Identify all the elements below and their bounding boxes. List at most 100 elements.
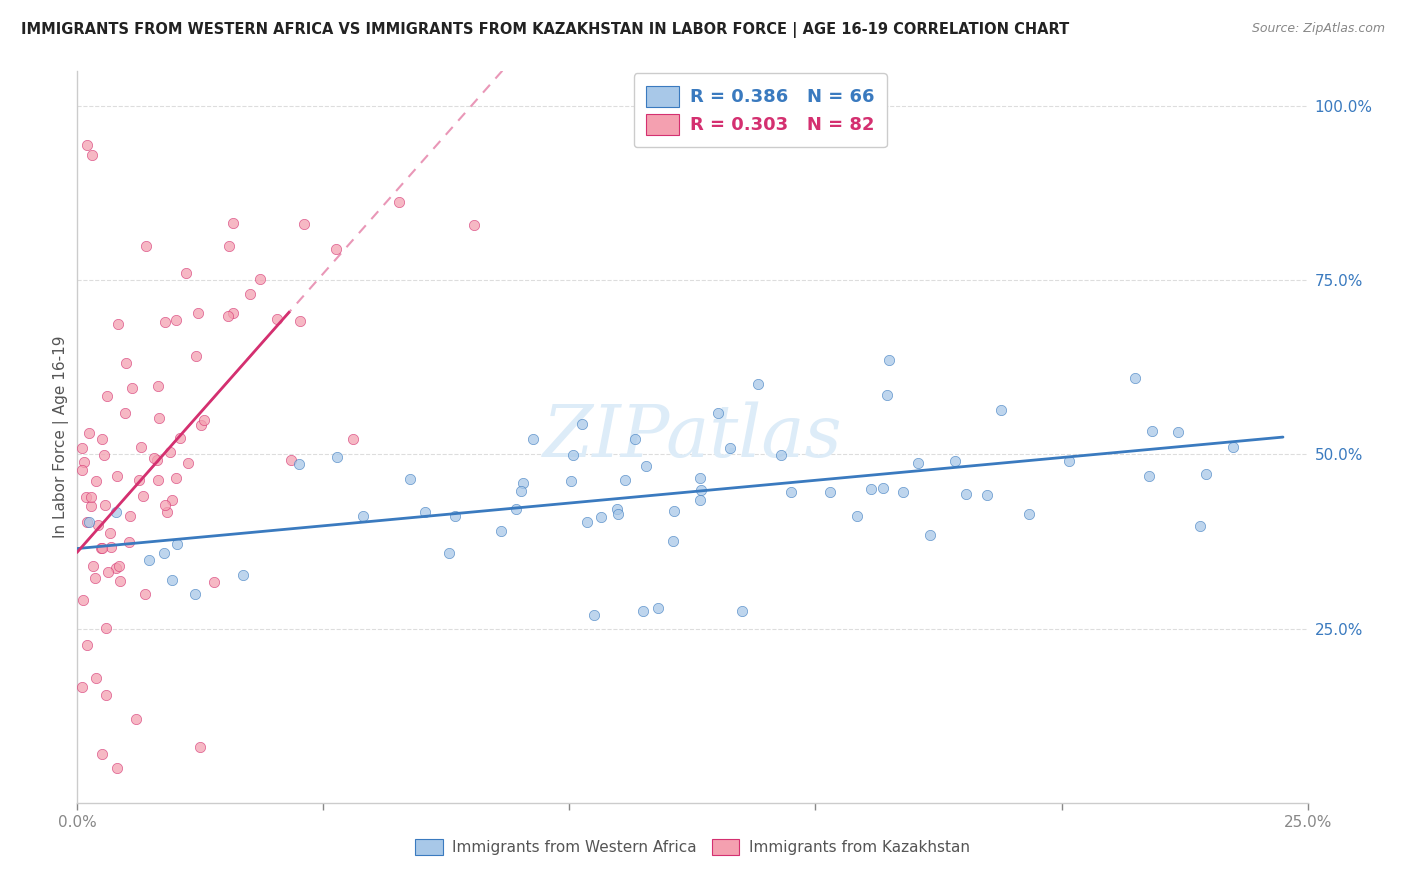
Point xyxy=(165,313,187,327)
Point xyxy=(489,524,512,538)
Point xyxy=(437,546,460,560)
Point xyxy=(232,568,254,582)
Point xyxy=(125,712,148,726)
Point xyxy=(1140,424,1163,438)
Point xyxy=(76,137,98,152)
Point xyxy=(990,402,1012,417)
Point xyxy=(633,604,655,618)
Point xyxy=(80,490,103,504)
Point xyxy=(747,376,769,391)
Point xyxy=(128,473,150,487)
Point xyxy=(1125,371,1147,385)
Point xyxy=(188,740,212,755)
Point xyxy=(94,689,117,703)
Point xyxy=(325,242,347,256)
Point xyxy=(70,442,93,456)
Point xyxy=(165,471,187,485)
Point xyxy=(326,450,349,464)
Point xyxy=(352,509,374,524)
Point xyxy=(84,571,107,585)
Point xyxy=(571,417,593,432)
Point xyxy=(388,194,411,209)
Point xyxy=(512,475,534,490)
Point xyxy=(689,493,711,508)
Point xyxy=(560,474,582,488)
Point xyxy=(160,492,183,507)
Point xyxy=(202,575,225,590)
Point xyxy=(583,607,606,622)
Point xyxy=(624,432,647,446)
Point xyxy=(138,552,160,566)
Point xyxy=(222,306,245,320)
Point xyxy=(76,638,98,652)
Point xyxy=(1222,440,1244,454)
Point xyxy=(114,406,136,420)
Point xyxy=(280,453,302,467)
Point xyxy=(1188,518,1211,533)
Point xyxy=(121,381,143,395)
Point xyxy=(1195,467,1218,481)
Point xyxy=(647,600,669,615)
Point xyxy=(218,239,240,253)
Point xyxy=(288,313,311,327)
Point xyxy=(80,500,103,514)
Point xyxy=(249,272,271,286)
Text: ZIPatlas: ZIPatlas xyxy=(543,401,842,473)
Point xyxy=(636,458,658,473)
Point xyxy=(90,432,112,446)
Point xyxy=(879,353,901,368)
Text: Source: ZipAtlas.com: Source: ZipAtlas.com xyxy=(1251,22,1385,36)
Point xyxy=(187,306,209,320)
Point xyxy=(707,406,730,420)
Point xyxy=(846,508,869,523)
Point xyxy=(718,441,741,455)
Point xyxy=(779,484,801,499)
Y-axis label: In Labor Force | Age 16-19: In Labor Force | Age 16-19 xyxy=(53,335,69,539)
Point xyxy=(184,349,207,363)
Point xyxy=(84,671,107,685)
Point xyxy=(413,505,436,519)
Point xyxy=(505,501,527,516)
Point xyxy=(91,541,114,555)
Point xyxy=(115,356,138,370)
Point xyxy=(872,481,894,495)
Point xyxy=(891,485,914,500)
Point xyxy=(770,448,793,462)
Point xyxy=(143,451,166,466)
Point xyxy=(70,680,93,694)
Point xyxy=(96,389,118,403)
Point xyxy=(100,540,122,554)
Point xyxy=(859,482,882,496)
Point xyxy=(76,515,98,529)
Point xyxy=(84,474,107,488)
Point xyxy=(107,317,129,331)
Point xyxy=(108,559,131,574)
Point xyxy=(562,448,585,462)
Point xyxy=(156,505,179,519)
Point xyxy=(266,312,288,326)
Point xyxy=(239,287,262,301)
Point xyxy=(176,457,198,471)
Point xyxy=(876,388,898,402)
Point xyxy=(90,541,112,556)
Point xyxy=(70,462,93,476)
Point xyxy=(166,537,188,551)
Point xyxy=(575,516,598,530)
Point xyxy=(129,441,152,455)
Point xyxy=(818,485,841,500)
Point xyxy=(134,587,156,601)
Point xyxy=(1018,508,1040,522)
Point xyxy=(1137,468,1160,483)
Point xyxy=(217,309,239,323)
Point xyxy=(399,471,422,485)
Point xyxy=(72,593,94,607)
Point xyxy=(77,515,100,529)
Point xyxy=(342,432,364,446)
Point xyxy=(943,453,966,467)
Point xyxy=(159,445,181,459)
Point xyxy=(976,488,998,502)
Point xyxy=(190,418,212,433)
Point xyxy=(510,483,533,498)
Point xyxy=(97,565,120,579)
Point xyxy=(613,474,636,488)
